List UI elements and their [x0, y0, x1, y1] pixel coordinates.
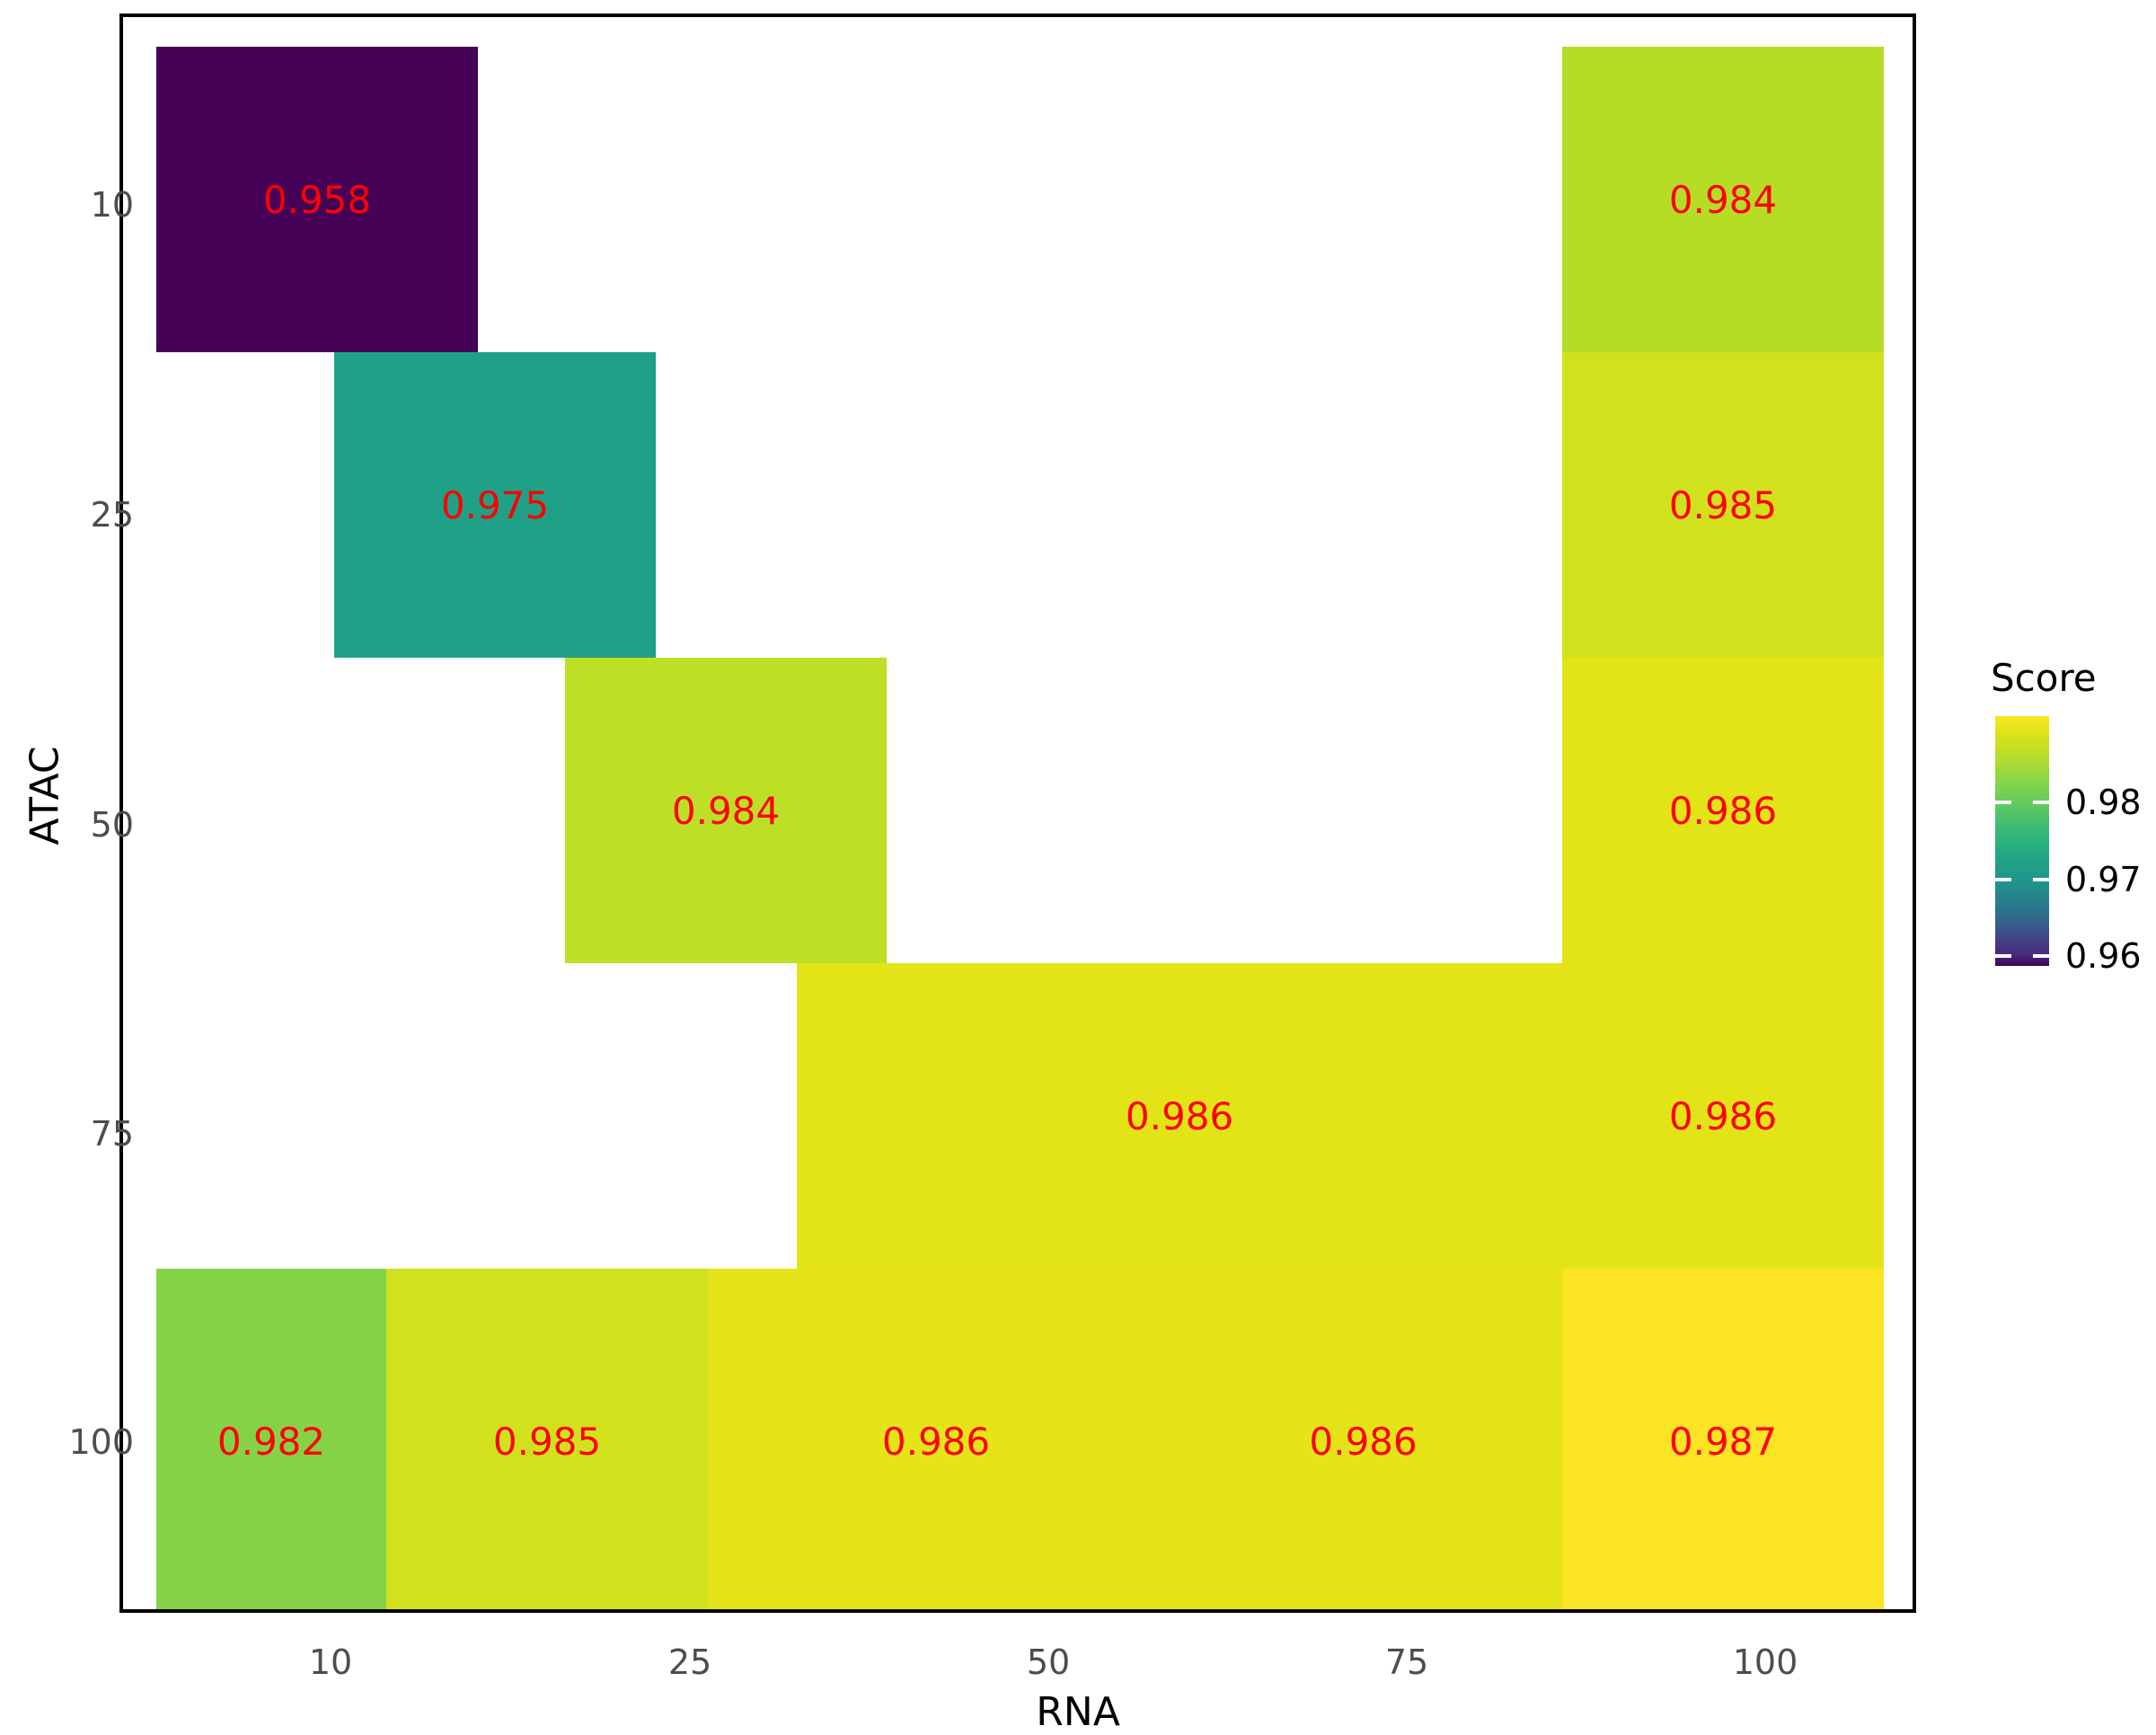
y-tick-50: 50 [90, 805, 134, 845]
x-tick-100: 100 [1732, 1642, 1798, 1682]
legend-tick-mark [2033, 878, 2049, 881]
x-tick-50: 50 [1026, 1642, 1071, 1682]
cell-75-100[interactable]: 0.986 [1562, 963, 1884, 1269]
heat-cell-value: 0.982 [216, 1420, 326, 1464]
cell-100-25[interactable]: 0.985 [386, 1269, 708, 1609]
legend-colorbar [1995, 716, 2049, 966]
cell-10-100[interactable]: 0.984 [1562, 47, 1884, 352]
legend-tick-label-0.96: 0.96 [2065, 936, 2142, 976]
y-tick-75: 75 [90, 1114, 134, 1154]
cell-100-100[interactable]: 0.987 [1562, 1269, 1884, 1609]
cell-50-100[interactable]: 0.986 [1562, 658, 1884, 963]
legend: Score 0.98 0.97 0.96 [1958, 656, 2156, 976]
y-tick-25: 25 [90, 495, 134, 535]
legend-colorbar-wrap: 0.98 0.97 0.96 [1995, 716, 2142, 976]
heat-cell-value: 0.986 [881, 1420, 991, 1464]
y-tick-10: 10 [90, 185, 134, 225]
cell-25-25[interactable]: 0.975 [334, 352, 656, 658]
x-tick-25: 25 [667, 1642, 712, 1682]
heat-cell-value: 0.986 [1668, 789, 1778, 833]
heat-cell-value: 0.984 [671, 789, 781, 833]
heatmap-plot-panel: 0.958 0.984 0.975 0.985 0.984 0.986 0.986 0.986… [119, 13, 1916, 1613]
y-tick-100: 100 [68, 1422, 134, 1462]
x-tick-10: 10 [308, 1642, 353, 1682]
heat-cell-value: 0.986 [1309, 1420, 1418, 1464]
heat-cell-value: 0.985 [1668, 483, 1778, 527]
legend-tick-label-0.97: 0.97 [2065, 860, 2142, 899]
legend-tick-label-0.98: 0.98 [2065, 783, 2142, 822]
legend-title: Score [1991, 656, 2097, 700]
cell-50-50[interactable]: 0.984 [565, 658, 887, 963]
x-tick-75: 75 [1384, 1642, 1429, 1682]
heat-cell-value: 0.958 [262, 178, 372, 222]
legend-tick-mark [1995, 878, 2011, 881]
heat-cell-value: 0.985 [492, 1420, 602, 1464]
cell-25-100[interactable]: 0.985 [1562, 352, 1884, 658]
legend-tick-mark [1995, 801, 2011, 804]
y-axis-title: ATAC [22, 746, 68, 845]
x-axis-title: RNA [1036, 1689, 1120, 1735]
heat-cell-value: 0.986 [1668, 1094, 1778, 1138]
cell-10-10[interactable]: 0.958 [156, 47, 478, 352]
heat-cell-value: 0.987 [1668, 1420, 1778, 1464]
heat-cell-value: 0.986 [1125, 1094, 1234, 1138]
heat-cell-value: 0.984 [1668, 178, 1778, 222]
heat-cell-value: 0.975 [440, 483, 550, 527]
legend-tick-mark [1995, 954, 2011, 958]
legend-tick-mark [2033, 801, 2049, 804]
cell-100-10[interactable]: 0.982 [156, 1269, 386, 1609]
cell-100-75[interactable]: 0.986 [1164, 1269, 1562, 1609]
cell-75-75[interactable]: 0.986 [797, 963, 1562, 1269]
cell-100-50[interactable]: 0.986 [708, 1269, 1164, 1609]
legend-tick-mark [2033, 954, 2049, 958]
